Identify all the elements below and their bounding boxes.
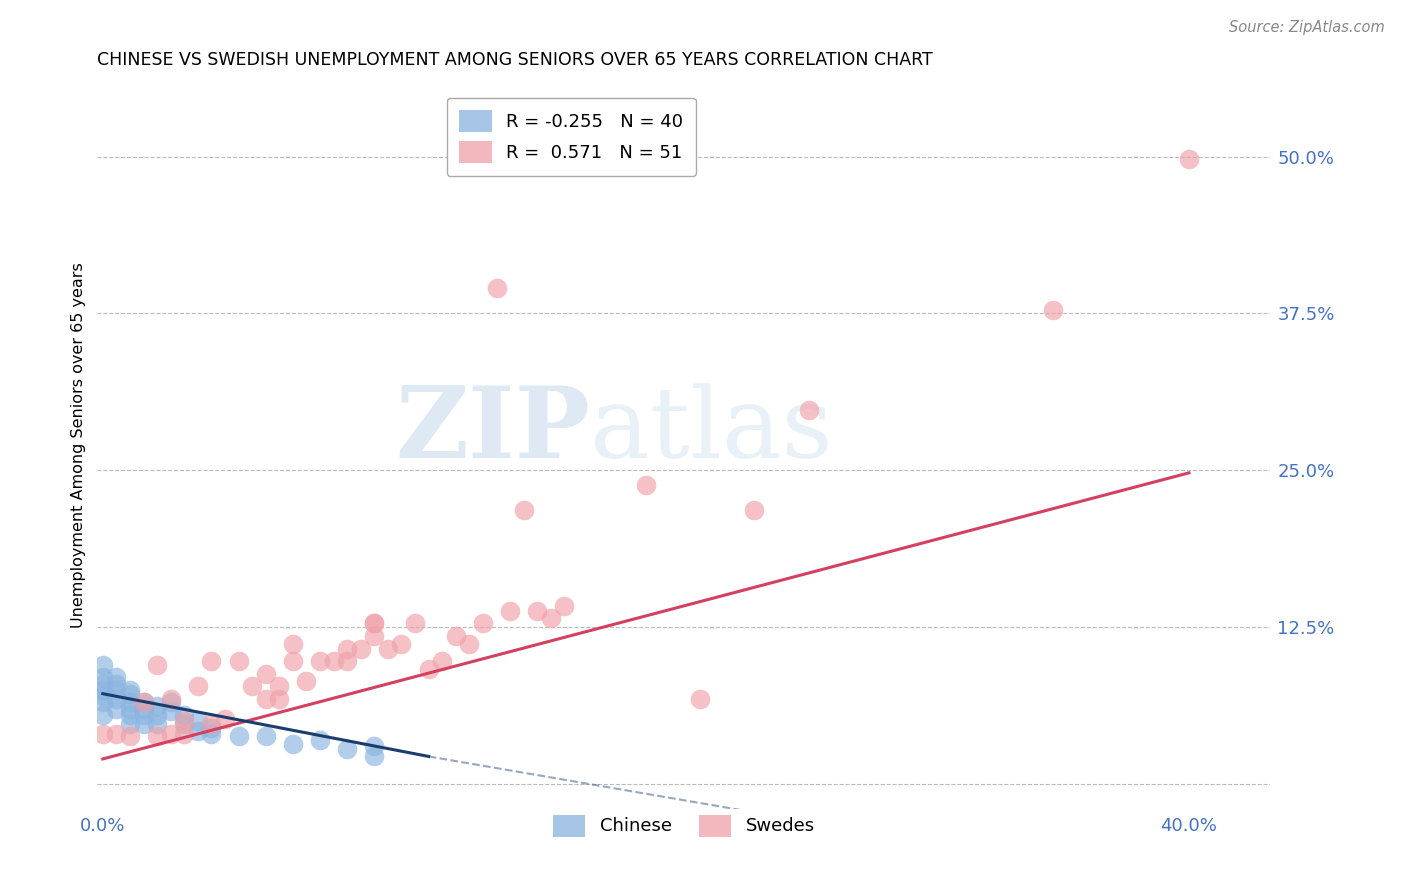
Point bbox=[689, 691, 711, 706]
Point bbox=[363, 629, 385, 643]
Point bbox=[105, 691, 128, 706]
Point bbox=[418, 662, 440, 676]
Point bbox=[228, 654, 250, 668]
Point bbox=[173, 708, 195, 723]
Point bbox=[309, 733, 332, 747]
Point bbox=[173, 714, 195, 729]
Point bbox=[363, 616, 385, 631]
Point bbox=[146, 699, 169, 714]
Text: ZIP: ZIP bbox=[395, 382, 591, 479]
Point bbox=[159, 696, 181, 710]
Point bbox=[540, 611, 562, 625]
Point bbox=[444, 629, 467, 643]
Point bbox=[269, 679, 291, 693]
Point bbox=[146, 657, 169, 672]
Point bbox=[471, 616, 494, 631]
Point bbox=[91, 708, 114, 723]
Point bbox=[91, 696, 114, 710]
Point bbox=[146, 716, 169, 731]
Point bbox=[1042, 302, 1064, 317]
Point bbox=[173, 716, 195, 731]
Point bbox=[146, 730, 169, 744]
Point bbox=[350, 641, 373, 656]
Point bbox=[91, 670, 114, 684]
Text: Source: ZipAtlas.com: Source: ZipAtlas.com bbox=[1229, 20, 1385, 35]
Point bbox=[309, 654, 332, 668]
Point bbox=[228, 730, 250, 744]
Point bbox=[200, 721, 222, 735]
Point bbox=[187, 714, 209, 729]
Legend: Chinese, Swedes: Chinese, Swedes bbox=[546, 807, 823, 844]
Point bbox=[173, 727, 195, 741]
Point bbox=[91, 682, 114, 697]
Point bbox=[404, 616, 426, 631]
Point bbox=[485, 281, 508, 295]
Point bbox=[105, 682, 128, 697]
Point bbox=[363, 749, 385, 764]
Point bbox=[200, 654, 222, 668]
Point bbox=[200, 716, 222, 731]
Point bbox=[187, 679, 209, 693]
Point bbox=[269, 691, 291, 706]
Point bbox=[336, 654, 359, 668]
Point bbox=[281, 737, 304, 751]
Point bbox=[391, 636, 413, 650]
Point bbox=[254, 691, 277, 706]
Point bbox=[322, 654, 344, 668]
Point bbox=[105, 670, 128, 684]
Point bbox=[105, 702, 128, 716]
Point bbox=[254, 666, 277, 681]
Point bbox=[281, 636, 304, 650]
Point bbox=[159, 691, 181, 706]
Point bbox=[146, 708, 169, 723]
Point bbox=[132, 696, 155, 710]
Point bbox=[432, 654, 454, 668]
Point bbox=[132, 702, 155, 716]
Point bbox=[132, 716, 155, 731]
Point bbox=[744, 503, 766, 517]
Point bbox=[214, 712, 236, 726]
Point bbox=[118, 682, 141, 697]
Point bbox=[105, 727, 128, 741]
Point bbox=[295, 674, 318, 689]
Point bbox=[499, 604, 522, 618]
Point bbox=[132, 708, 155, 723]
Point bbox=[363, 739, 385, 754]
Point bbox=[336, 641, 359, 656]
Point bbox=[132, 696, 155, 710]
Point bbox=[526, 604, 548, 618]
Point bbox=[634, 478, 657, 492]
Point bbox=[458, 636, 481, 650]
Point bbox=[240, 679, 263, 693]
Point bbox=[797, 403, 820, 417]
Point bbox=[118, 730, 141, 744]
Point bbox=[118, 716, 141, 731]
Point bbox=[118, 702, 141, 716]
Point bbox=[1178, 152, 1201, 166]
Text: CHINESE VS SWEDISH UNEMPLOYMENT AMONG SENIORS OVER 65 YEARS CORRELATION CHART: CHINESE VS SWEDISH UNEMPLOYMENT AMONG SE… bbox=[97, 51, 934, 69]
Point bbox=[187, 724, 209, 739]
Point bbox=[91, 727, 114, 741]
Point bbox=[91, 689, 114, 703]
Point bbox=[336, 742, 359, 756]
Point bbox=[377, 641, 399, 656]
Point bbox=[254, 730, 277, 744]
Point bbox=[159, 704, 181, 718]
Point bbox=[91, 657, 114, 672]
Point bbox=[118, 687, 141, 701]
Point bbox=[553, 599, 575, 613]
Point bbox=[512, 503, 534, 517]
Point bbox=[118, 696, 141, 710]
Point bbox=[91, 676, 114, 690]
Point bbox=[363, 616, 385, 631]
Y-axis label: Unemployment Among Seniors over 65 years: Unemployment Among Seniors over 65 years bbox=[72, 262, 86, 628]
Text: atlas: atlas bbox=[591, 383, 832, 479]
Point bbox=[159, 727, 181, 741]
Point bbox=[118, 708, 141, 723]
Point bbox=[281, 654, 304, 668]
Point bbox=[105, 676, 128, 690]
Point bbox=[200, 727, 222, 741]
